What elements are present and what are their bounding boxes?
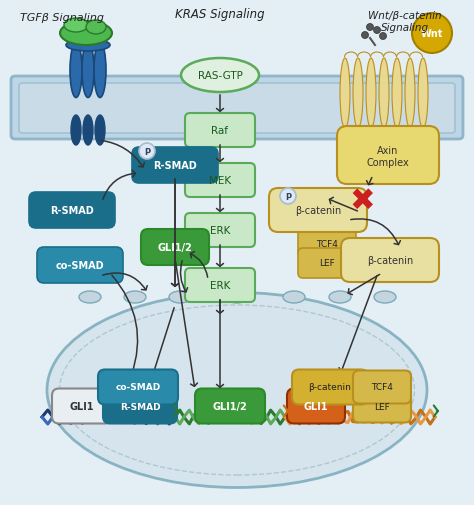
FancyBboxPatch shape: [341, 238, 439, 282]
Circle shape: [380, 33, 386, 40]
Text: ERK: ERK: [210, 226, 230, 235]
Circle shape: [280, 189, 296, 205]
Text: β-catenin: β-catenin: [295, 206, 341, 216]
Ellipse shape: [283, 291, 305, 304]
Ellipse shape: [181, 59, 259, 93]
Text: P: P: [144, 147, 150, 156]
Circle shape: [139, 144, 155, 160]
FancyBboxPatch shape: [337, 127, 439, 185]
Text: MEK: MEK: [209, 176, 231, 186]
Text: R-SMAD: R-SMAD: [153, 161, 197, 171]
FancyBboxPatch shape: [298, 248, 356, 278]
Ellipse shape: [329, 291, 351, 304]
Circle shape: [366, 24, 374, 31]
Ellipse shape: [94, 43, 106, 98]
FancyBboxPatch shape: [353, 390, 411, 423]
Text: LEF: LEF: [319, 259, 335, 268]
FancyBboxPatch shape: [37, 247, 123, 283]
Text: Complex: Complex: [366, 158, 410, 168]
Text: co-SMAD: co-SMAD: [55, 261, 104, 271]
Text: ✖: ✖: [349, 186, 375, 215]
FancyBboxPatch shape: [292, 370, 368, 405]
FancyBboxPatch shape: [185, 269, 255, 302]
FancyBboxPatch shape: [269, 189, 367, 232]
Text: Axin: Axin: [377, 146, 399, 156]
FancyBboxPatch shape: [353, 371, 411, 403]
Ellipse shape: [366, 59, 376, 129]
FancyBboxPatch shape: [141, 230, 209, 266]
Ellipse shape: [83, 116, 93, 146]
FancyBboxPatch shape: [185, 114, 255, 147]
FancyBboxPatch shape: [29, 192, 115, 229]
Text: TGFβ Signaling: TGFβ Signaling: [20, 13, 104, 23]
Ellipse shape: [340, 59, 350, 129]
FancyBboxPatch shape: [98, 370, 178, 405]
Ellipse shape: [169, 291, 191, 304]
FancyBboxPatch shape: [132, 147, 218, 184]
Ellipse shape: [82, 43, 94, 98]
Ellipse shape: [379, 59, 389, 129]
FancyBboxPatch shape: [185, 214, 255, 247]
Text: Raf: Raf: [211, 126, 228, 136]
Ellipse shape: [405, 59, 415, 129]
Ellipse shape: [392, 59, 402, 129]
Text: P: P: [285, 192, 291, 201]
Text: β-catenin: β-catenin: [367, 256, 413, 266]
Circle shape: [374, 27, 381, 34]
Text: GLI1: GLI1: [304, 401, 328, 411]
Ellipse shape: [60, 22, 112, 46]
Ellipse shape: [64, 19, 88, 33]
Text: Wnt/β-catenin
Signaling: Wnt/β-catenin Signaling: [368, 11, 442, 33]
Ellipse shape: [66, 40, 110, 52]
FancyBboxPatch shape: [11, 77, 463, 140]
Text: TCF4: TCF4: [371, 383, 393, 392]
Text: LEF: LEF: [374, 401, 390, 411]
Text: β-catenin: β-catenin: [309, 383, 351, 392]
Ellipse shape: [71, 116, 81, 146]
Ellipse shape: [47, 293, 427, 487]
Circle shape: [362, 32, 368, 39]
Text: co-SMAD: co-SMAD: [115, 383, 161, 392]
Ellipse shape: [70, 43, 82, 98]
Ellipse shape: [124, 291, 146, 304]
FancyBboxPatch shape: [298, 229, 356, 259]
FancyBboxPatch shape: [287, 389, 345, 424]
FancyBboxPatch shape: [185, 164, 255, 197]
Text: ERK: ERK: [210, 280, 230, 290]
Text: TCF4: TCF4: [316, 239, 338, 248]
Text: GLI1/2: GLI1/2: [158, 242, 192, 252]
Circle shape: [412, 14, 452, 54]
Ellipse shape: [418, 59, 428, 129]
Text: GLI1: GLI1: [70, 401, 94, 411]
Ellipse shape: [226, 291, 248, 304]
FancyBboxPatch shape: [19, 84, 455, 134]
Ellipse shape: [86, 21, 106, 35]
Text: GLI1/2: GLI1/2: [213, 401, 247, 411]
Ellipse shape: [353, 59, 363, 129]
Ellipse shape: [374, 291, 396, 304]
FancyBboxPatch shape: [195, 389, 265, 424]
FancyBboxPatch shape: [103, 389, 177, 424]
Ellipse shape: [79, 291, 101, 304]
Text: R-SMAD: R-SMAD: [50, 206, 94, 216]
Text: RAS-GTP: RAS-GTP: [198, 71, 242, 81]
FancyBboxPatch shape: [52, 389, 112, 424]
Ellipse shape: [95, 116, 105, 146]
Text: R-SMAD: R-SMAD: [120, 401, 160, 411]
Text: Wnt: Wnt: [421, 29, 443, 39]
Text: KRAS Signaling: KRAS Signaling: [175, 8, 265, 21]
